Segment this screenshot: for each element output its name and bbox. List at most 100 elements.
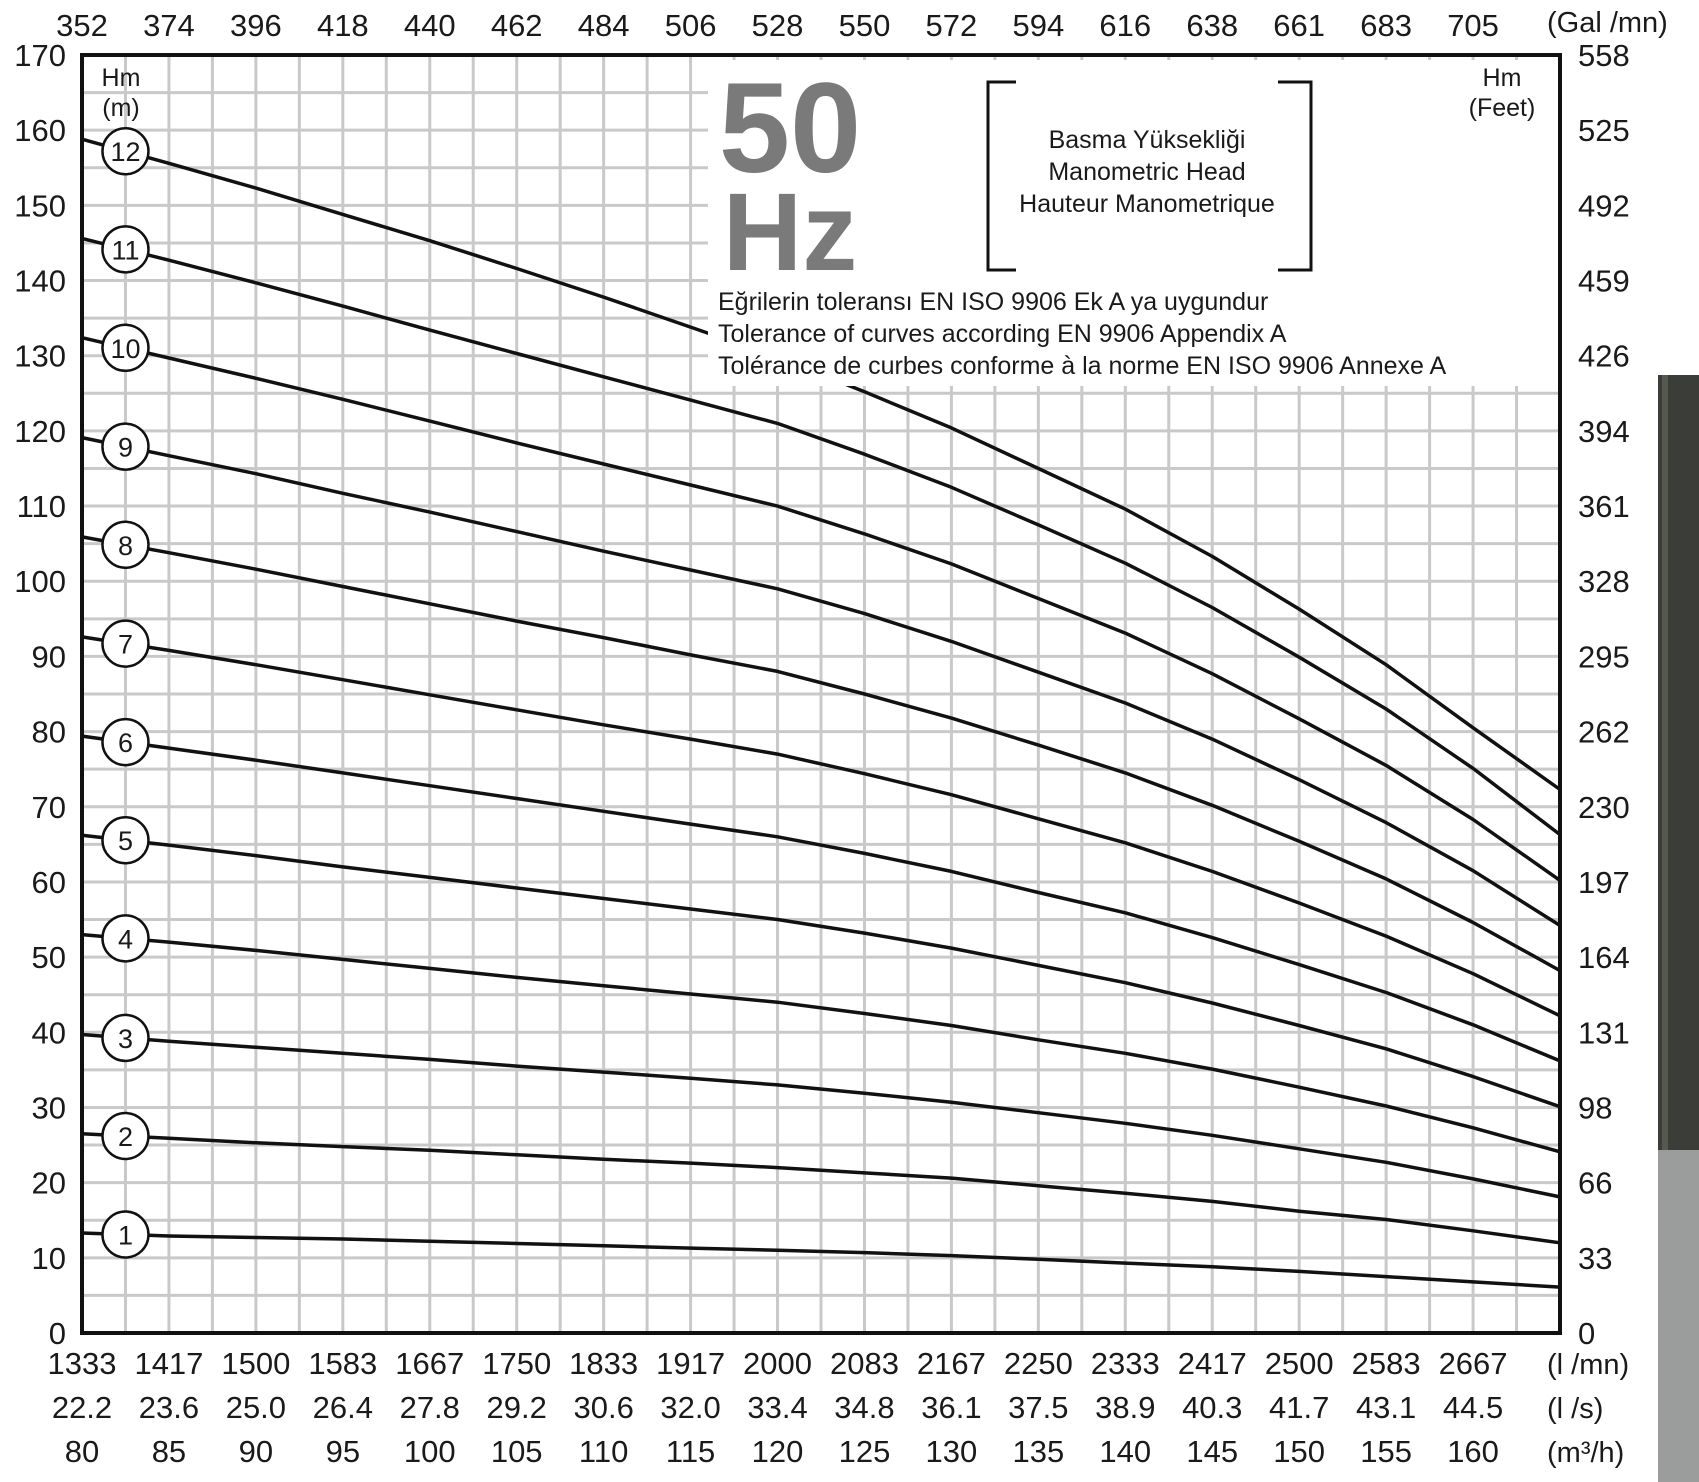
bottom-tick-label: 110 <box>579 1434 628 1469</box>
stage-label-text: 7 <box>118 630 133 660</box>
bottom-tick-label: 2083 <box>830 1346 899 1381</box>
bottom-tick-label: 2583 <box>1352 1346 1421 1381</box>
bottom-tick-label: 26.4 <box>313 1390 373 1425</box>
head-box-line-2: Manometric Head <box>1048 158 1245 186</box>
bottom-tick-label: 29.2 <box>487 1390 547 1425</box>
right-tick-label: 262 <box>1578 715 1630 750</box>
stage-label-1: 1 <box>101 1210 150 1259</box>
curve-stage-8 <box>81 535 1561 973</box>
notes-background <box>708 60 1558 386</box>
head-box-line-1: Basma Yüksekliği <box>1049 126 1246 154</box>
bottom-axis-unit: (m³/h) <box>1547 1437 1624 1469</box>
bottom-tick-label: 2167 <box>917 1346 986 1381</box>
stage-label-circle <box>101 1210 150 1259</box>
stage-label-text: 2 <box>118 1122 133 1152</box>
bottom-tick-label: 44.5 <box>1443 1390 1503 1425</box>
left-tick-label: 60 <box>32 865 66 900</box>
curve-stage-5 <box>81 833 1561 1109</box>
left-tick-label: 0 <box>49 1316 66 1351</box>
right-tick-label: 361 <box>1578 489 1630 524</box>
stage-label-circle <box>101 619 150 668</box>
stage-label-text: 5 <box>118 826 133 856</box>
top-tick-label: 418 <box>317 8 369 43</box>
stage-label-circle <box>101 914 150 963</box>
bottom-tick-label: 125 <box>839 1434 891 1469</box>
curve-stage-1 <box>81 1231 1561 1289</box>
bottom-tick-label: 1583 <box>308 1346 377 1381</box>
tolerance-note-fr: Tolérance de curbes conforme à la norme … <box>718 352 1447 380</box>
top-tick-label: 484 <box>578 8 630 43</box>
bottom-tick-label: 105 <box>491 1434 543 1469</box>
right-tick-label: 525 <box>1578 113 1630 148</box>
bottom-axis-unit: (l /mn) <box>1547 1349 1629 1381</box>
right-tick-label: 0 <box>1578 1316 1595 1351</box>
stage-label-text: 1 <box>118 1221 133 1251</box>
top-tick-label: 661 <box>1273 8 1325 43</box>
left-tick-label: 100 <box>14 564 66 599</box>
bottom-tick-label: 160 <box>1447 1434 1499 1469</box>
frequency-unit: Hz <box>723 171 857 294</box>
top-tick-label: 594 <box>1012 8 1064 43</box>
stage-label-10: 10 <box>101 323 150 373</box>
bottom-tick-label: 95 <box>326 1434 360 1469</box>
bottom-tick-label: 1333 <box>48 1346 117 1381</box>
top-tick-label: 396 <box>230 8 282 43</box>
tolerance-note-en: Tolerance of curves according EN 9906 Ap… <box>718 320 1287 348</box>
stage-label-circle <box>101 1013 150 1063</box>
top-tick-label: 638 <box>1186 8 1238 43</box>
bottom-tick-label: 1917 <box>656 1346 725 1381</box>
curve-stage-3 <box>81 1032 1561 1199</box>
curve-stage-10 <box>81 335 1562 882</box>
stage-label-5: 5 <box>101 815 150 865</box>
top-tick-label: 352 <box>56 8 108 43</box>
left-tick-label: 80 <box>32 715 66 750</box>
top-tick-label: 572 <box>926 8 978 43</box>
bottom-tick-label: 32.0 <box>660 1390 720 1425</box>
bottom-tick-label: 135 <box>1012 1434 1064 1469</box>
right-tick-label: 295 <box>1578 639 1630 674</box>
right-tick-label: 197 <box>1578 865 1630 900</box>
right-axis-label-line1: Hm <box>1483 64 1522 92</box>
right-tick-label: 328 <box>1578 564 1630 599</box>
bottom-tick-label: 1417 <box>134 1346 203 1381</box>
bottom-tick-label: 2667 <box>1439 1346 1508 1381</box>
top-tick-label: 705 <box>1447 8 1499 43</box>
left-axis-label-line2: (m) <box>102 94 139 122</box>
bottom-axis-unit: (l /s) <box>1547 1393 1603 1425</box>
bottom-tick-label: 22.2 <box>52 1390 112 1425</box>
bottom-tick-label: 27.8 <box>400 1390 460 1425</box>
left-tick-label: 150 <box>14 188 66 223</box>
bottom-tick-label: 80 <box>65 1434 99 1469</box>
bottom-tick-label: 2500 <box>1265 1346 1334 1381</box>
left-tick-label: 70 <box>32 790 66 825</box>
bottom-tick-label: 85 <box>152 1434 186 1469</box>
curve-stage-9 <box>81 435 1561 927</box>
right-tick-label: 98 <box>1578 1090 1612 1125</box>
bottom-tick-label: 1667 <box>395 1346 464 1381</box>
left-tick-label: 160 <box>14 113 66 148</box>
left-tick-label: 30 <box>32 1090 66 1125</box>
bottom-tick-label: 2417 <box>1178 1346 1247 1381</box>
bottom-tick-label: 41.7 <box>1269 1390 1329 1425</box>
stage-label-8: 8 <box>101 520 150 570</box>
plot-frame <box>80 53 1562 1335</box>
top-tick-label: 550 <box>839 8 891 43</box>
curve-stage-2 <box>81 1132 1561 1245</box>
top-tick-label: 683 <box>1360 8 1412 43</box>
bottom-tick-label: 1833 <box>569 1346 638 1381</box>
stage-label-text: 3 <box>118 1024 133 1054</box>
left-tick-label: 90 <box>32 639 66 674</box>
tolerance-note-tr: Eğrilerin toleransı EN ISO 9906 Ek A ya … <box>718 288 1268 316</box>
right-tick-label: 558 <box>1578 38 1630 73</box>
stage-label-3: 3 <box>101 1013 150 1063</box>
left-tick-label: 170 <box>14 38 66 73</box>
head-box-line-3: Hauteur Manometrique <box>1019 190 1275 218</box>
top-tick-label: 616 <box>1099 8 1151 43</box>
right-tick-label: 164 <box>1578 940 1630 975</box>
pump-image <box>1658 375 1699 1482</box>
stage-label-text: 10 <box>110 334 140 364</box>
top-tick-label: 440 <box>404 8 456 43</box>
top-tick-label: 528 <box>752 8 804 43</box>
left-tick-label: 50 <box>32 940 66 975</box>
